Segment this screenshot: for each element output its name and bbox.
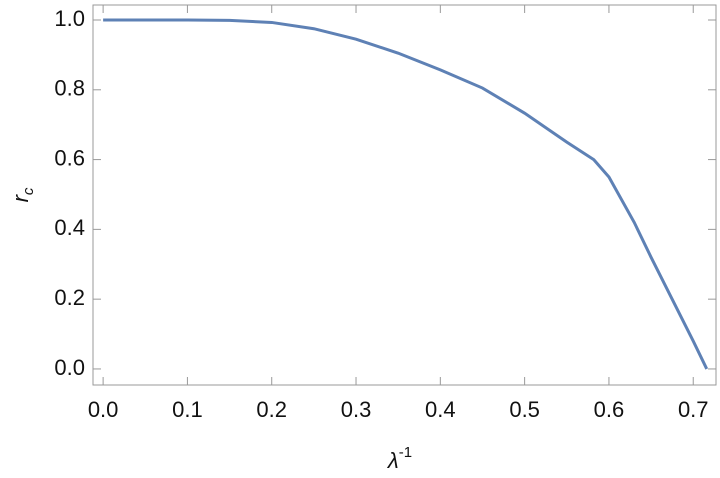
x-label-base: λ	[387, 448, 399, 473]
y-tick-label: 0.4	[54, 215, 85, 240]
x-tick-label: 0.2	[256, 397, 287, 422]
x-tick-label: 0.0	[88, 397, 119, 422]
y-label-base: r	[8, 193, 33, 202]
x-tick-label: 0.5	[509, 397, 540, 422]
y-tick-label: 0.0	[54, 355, 85, 380]
y-axis-label: rc	[8, 187, 37, 202]
plot-frame	[92, 4, 717, 386]
y-tick-label: 1.0	[54, 6, 85, 31]
y-label-sub: c	[20, 187, 37, 195]
x-label-sup: -1	[399, 444, 412, 461]
y-tick-label: 0.2	[54, 285, 85, 310]
y-tick-label: 0.8	[54, 76, 85, 101]
x-tick-label: 0.6	[594, 397, 625, 422]
y-tick-label: 0.6	[54, 145, 85, 170]
x-tick-label: 0.4	[425, 397, 456, 422]
x-axis-label: λ-1	[387, 444, 412, 473]
x-tick-label: 0.3	[341, 397, 372, 422]
data-line	[103, 18, 709, 370]
x-tick-label: 0.7	[678, 397, 709, 422]
x-tick-label: 0.1	[172, 397, 203, 422]
